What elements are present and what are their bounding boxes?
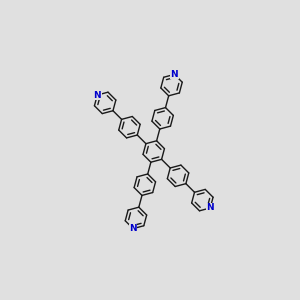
- Text: N: N: [129, 224, 137, 233]
- Text: N: N: [94, 91, 101, 100]
- Text: N: N: [206, 203, 214, 212]
- Text: N: N: [171, 70, 178, 79]
